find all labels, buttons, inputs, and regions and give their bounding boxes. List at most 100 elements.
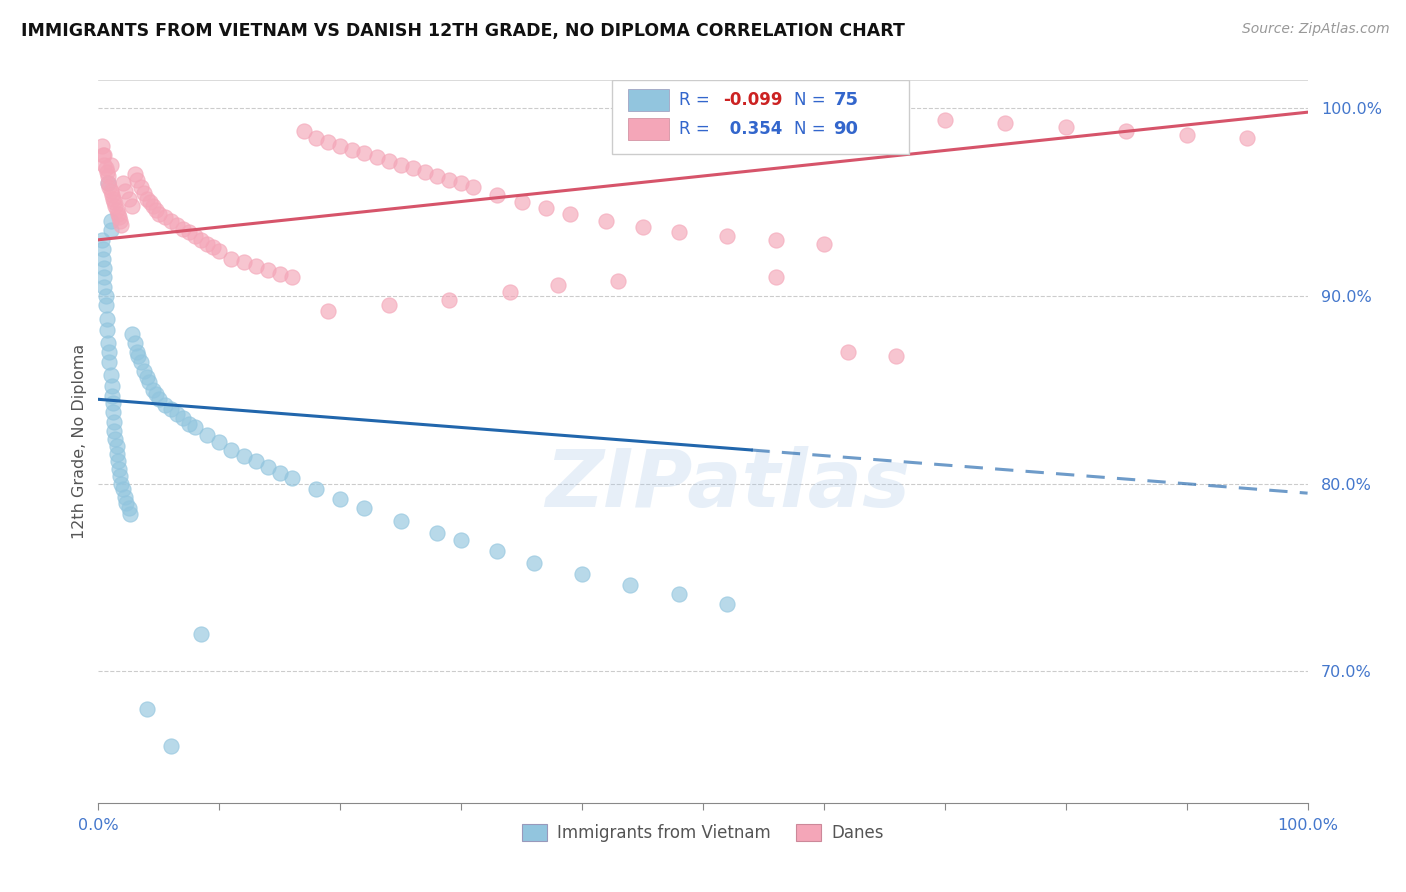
Point	[607, 274, 630, 288]
Point	[104, 432, 127, 446]
Point	[208, 435, 231, 450]
Point	[160, 739, 183, 754]
Point	[129, 180, 152, 194]
Point	[108, 462, 131, 476]
Point	[172, 221, 194, 235]
Point	[101, 405, 124, 419]
Point	[221, 442, 243, 457]
Point	[377, 153, 399, 168]
Point	[103, 415, 125, 429]
Point	[142, 199, 165, 213]
Point	[101, 192, 124, 206]
Point	[281, 270, 304, 285]
Point	[135, 369, 157, 384]
Point	[91, 233, 114, 247]
Point	[97, 336, 120, 351]
Point	[716, 597, 738, 611]
Point	[269, 267, 291, 281]
Point	[166, 218, 188, 232]
Point	[166, 407, 188, 421]
Point	[426, 169, 449, 183]
Point	[179, 417, 201, 431]
Point	[97, 177, 120, 191]
Point	[108, 211, 131, 225]
Point	[107, 454, 129, 468]
Point	[631, 219, 654, 234]
Point	[135, 192, 157, 206]
Point	[366, 150, 388, 164]
Point	[134, 364, 156, 378]
Text: R =: R =	[679, 120, 714, 137]
Point	[463, 180, 485, 194]
Point	[118, 192, 141, 206]
Point	[510, 195, 533, 210]
FancyBboxPatch shape	[613, 80, 908, 154]
Point	[619, 578, 641, 592]
Point	[232, 449, 254, 463]
Point	[114, 490, 136, 504]
Point	[1236, 131, 1258, 145]
Point	[208, 244, 231, 258]
Point	[91, 252, 114, 266]
Point	[316, 304, 339, 318]
Point	[256, 262, 278, 277]
Point	[93, 158, 115, 172]
Point	[103, 195, 125, 210]
Point	[160, 401, 183, 416]
Point	[110, 218, 132, 232]
Point	[135, 702, 157, 716]
Point	[142, 383, 165, 397]
Text: 75: 75	[834, 91, 859, 109]
Point	[118, 501, 141, 516]
Point	[100, 368, 122, 382]
Point	[292, 124, 315, 138]
Point	[145, 202, 167, 217]
Text: 90: 90	[834, 120, 859, 137]
Point	[111, 177, 134, 191]
Text: IMMIGRANTS FROM VIETNAM VS DANISH 12TH GRADE, NO DIPLOMA CORRELATION CHART: IMMIGRANTS FROM VIETNAM VS DANISH 12TH G…	[21, 22, 905, 40]
Point	[98, 180, 121, 194]
Point	[668, 225, 690, 239]
Point	[450, 177, 472, 191]
Text: Source: ZipAtlas.com: Source: ZipAtlas.com	[1241, 22, 1389, 37]
Point	[1054, 120, 1077, 135]
Point	[202, 240, 225, 254]
Point	[316, 135, 339, 149]
Point	[100, 388, 122, 402]
FancyBboxPatch shape	[628, 89, 669, 111]
Point	[402, 161, 425, 176]
Point	[98, 345, 121, 359]
Point	[104, 199, 127, 213]
Point	[813, 236, 835, 251]
Point	[121, 199, 143, 213]
Point	[184, 229, 207, 244]
Point	[148, 206, 170, 220]
Point	[450, 533, 472, 547]
Point	[114, 184, 136, 198]
Point	[329, 139, 352, 153]
Point	[127, 345, 149, 359]
Point	[172, 411, 194, 425]
Point	[97, 177, 120, 191]
Point	[134, 186, 156, 200]
Point	[138, 376, 160, 390]
Point	[547, 277, 569, 292]
Point	[148, 392, 170, 407]
Point	[160, 214, 183, 228]
Point	[124, 167, 146, 181]
Point	[127, 349, 149, 363]
Point	[91, 148, 114, 162]
Point	[94, 161, 117, 176]
Point	[523, 556, 546, 570]
Point	[91, 139, 114, 153]
Point	[353, 146, 375, 161]
Point	[91, 242, 114, 256]
Point	[486, 187, 509, 202]
Y-axis label: 12th Grade, No Diploma: 12th Grade, No Diploma	[72, 344, 87, 539]
Point	[105, 202, 128, 217]
Point	[179, 225, 201, 239]
Point	[498, 285, 520, 300]
Point	[934, 112, 956, 127]
Point	[190, 627, 212, 641]
Point	[94, 298, 117, 312]
